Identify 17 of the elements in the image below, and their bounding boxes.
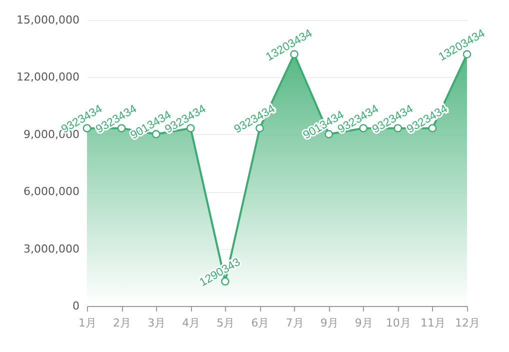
- x-tick-label: 4月: [182, 316, 200, 330]
- y-tick-label: 12,000,000: [16, 70, 80, 84]
- x-tick-label: 1月: [78, 316, 96, 330]
- x-tick-label: 2月: [113, 316, 132, 330]
- x-tick-label: 9月: [320, 316, 338, 330]
- y-tick-label: 3,000,000: [24, 242, 80, 256]
- x-tick-label: 7月: [286, 316, 304, 330]
- x-tick-label: 10月: [386, 316, 411, 330]
- x-tick-label: 9月: [354, 316, 373, 330]
- x-tick-label: 3月: [148, 316, 166, 330]
- x-tick-label: 5月: [216, 316, 235, 330]
- x-tick-label: 6月: [251, 316, 270, 330]
- y-tick-label: 6,000,000: [24, 185, 80, 198]
- x-tick-label: 11月: [420, 316, 446, 330]
- x-tick-label: 12月: [455, 316, 480, 330]
- y-tick-label: 15,000,000: [16, 14, 80, 26]
- y-tick-label: 0: [72, 300, 80, 312]
